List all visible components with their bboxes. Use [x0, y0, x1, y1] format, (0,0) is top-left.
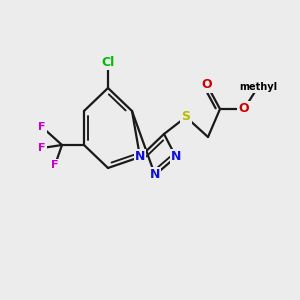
Text: F: F [38, 143, 46, 153]
Text: O: O [202, 79, 212, 92]
Text: N: N [135, 151, 145, 164]
Text: Cl: Cl [101, 56, 115, 68]
Text: N: N [171, 151, 181, 164]
Text: methyl: methyl [239, 82, 277, 92]
Text: O: O [239, 103, 249, 116]
Text: N: N [150, 169, 160, 182]
Text: F: F [38, 122, 46, 132]
Text: S: S [182, 110, 190, 124]
Text: F: F [51, 160, 59, 170]
